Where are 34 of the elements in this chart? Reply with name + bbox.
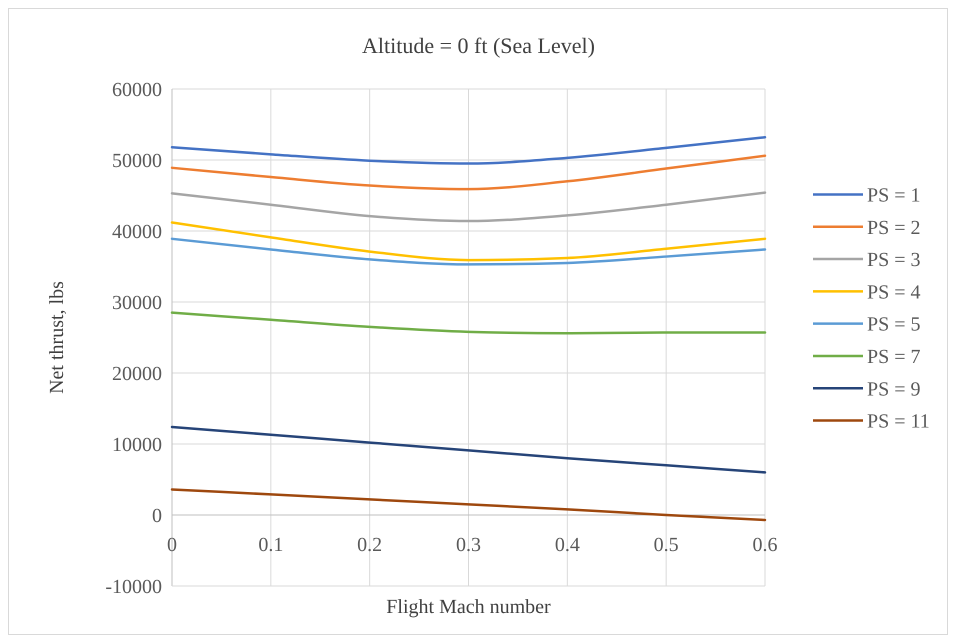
line-series [170, 221, 766, 262]
line-series [170, 488, 766, 522]
legend-label: PS = 1 [867, 184, 921, 206]
y-tick-label: -10000 [105, 576, 162, 598]
chart-title: Altitude = 0 ft (Sea Level) [362, 33, 595, 58]
x-tick-label: 0.2 [357, 534, 382, 556]
legend-label: PS = 7 [867, 346, 921, 368]
y-tick-label: 30000 [112, 292, 162, 314]
x-tick-label: 0.3 [456, 534, 481, 556]
line-series [170, 426, 766, 474]
legend-label: PS = 11 [867, 410, 930, 433]
legend-label: PS = 4 [867, 281, 921, 304]
x-tick-label: 0.4 [554, 534, 580, 556]
x-tick-label: 0.1 [258, 534, 284, 556]
legend-label: PS = 2 [867, 216, 921, 239]
line-series [170, 191, 766, 222]
y-tick-label: 10000 [112, 434, 162, 456]
y-axis-title: Net thrust, lbs [46, 280, 68, 394]
legend-label: PS = 9 [867, 378, 921, 400]
legend-label: PS = 3 [867, 249, 921, 272]
x-tick-label: 0.6 [752, 534, 778, 556]
y-tick-label: 50000 [112, 150, 162, 172]
y-tick-label: 0 [152, 505, 162, 527]
x-tick-label: 0 [167, 534, 177, 556]
line-series [170, 238, 766, 266]
x-tick-label: 0.5 [654, 534, 679, 556]
line-series [170, 154, 766, 190]
line-series [170, 311, 766, 334]
x-axis-title: Flight Mach number [386, 596, 552, 618]
y-tick-label: 60000 [112, 79, 162, 101]
y-tick-label: 40000 [112, 221, 162, 243]
line-series [170, 136, 766, 165]
y-tick-label: 20000 [112, 363, 162, 385]
legend-label: PS = 5 [867, 314, 921, 336]
